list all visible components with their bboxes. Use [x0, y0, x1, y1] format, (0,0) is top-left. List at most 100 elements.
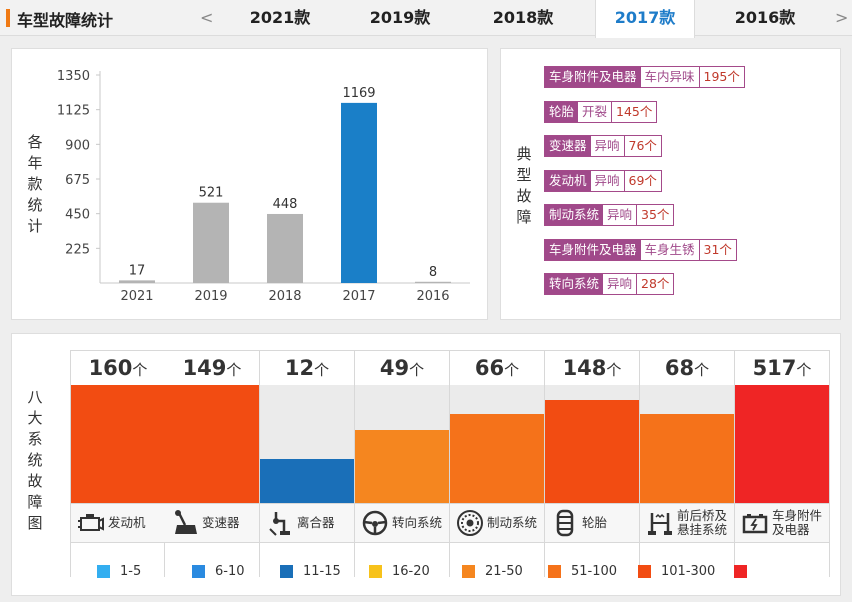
tab-2016[interactable]: 2016款: [734, 8, 796, 27]
battery-icon: [741, 509, 769, 537]
system-column[interactable]: 49个 转向系统: [355, 350, 450, 577]
bar-2021: [119, 280, 155, 283]
system-count-value: 68: [664, 356, 695, 380]
legend-item: 11-15: [280, 563, 341, 579]
bar-value-label: 17: [129, 263, 146, 278]
system-column[interactable]: 517个车身附件 及电器: [735, 350, 830, 577]
system-name: 离合器: [297, 515, 335, 530]
tab-2018[interactable]: 2018款: [492, 8, 554, 27]
bar-chart: 225 450 675 900 1125 1350 17 2021 521 2019 448 2018…: [57, 69, 470, 304]
bar-2016: [415, 281, 451, 283]
fault-category: 车身附件及电器: [545, 67, 641, 87]
legend-item: 51-100: [548, 564, 617, 579]
system-bar-track: [355, 385, 449, 503]
legend-label: 21-50: [485, 563, 523, 579]
system-column[interactable]: 160个 发动机: [70, 350, 165, 577]
system-label-row: 发动机: [71, 503, 165, 543]
system-label-row: 离合器: [260, 503, 354, 543]
fault-category: 制动系统: [545, 205, 604, 225]
system-bar-fill: [165, 385, 259, 503]
system-column[interactable]: 66个 制动系统: [450, 350, 545, 577]
fault-tag[interactable]: 转向系统 异响 28个: [544, 273, 675, 295]
header-accent: [6, 9, 10, 27]
system-bar-track: [71, 385, 165, 503]
system-count: 517个: [735, 350, 829, 385]
system-bar-fill: [355, 430, 449, 503]
vertical-label-char: 障: [516, 208, 532, 226]
system-name: 变速器: [202, 515, 240, 530]
legend-label: 11-15: [303, 563, 341, 579]
system-name-line: 车身附件: [772, 508, 823, 523]
legend-item: 16-20: [369, 563, 430, 579]
fault-tag[interactable]: 车身附件及电器 车身生锈 31个: [544, 238, 737, 261]
system-label-row: 前后桥及 悬挂系统: [640, 503, 734, 543]
legend-swatch: [638, 564, 651, 578]
y-tick-label: 450: [65, 208, 90, 223]
fault-tag[interactable]: 变速器 异响 76个: [544, 135, 662, 157]
vertical-label-char: 各: [27, 133, 43, 151]
system-column[interactable]: 68个 前后桥及 悬挂系统: [640, 350, 735, 577]
system-count-unit: 个: [504, 361, 520, 379]
tab-2019[interactable]: 2019款: [369, 8, 431, 27]
tab-2021[interactable]: 2021款: [249, 8, 311, 27]
fault-count: 31个: [703, 241, 732, 257]
x-tick-label: 2016: [416, 289, 449, 304]
year-tabs: 2021款 2019款 2018款 2017款 2016款: [220, 0, 830, 38]
fault-type: 车内异味: [641, 67, 700, 87]
fault-count: 28个: [641, 276, 670, 291]
page-title: 车型故障统计: [17, 11, 114, 30]
system-count: 12个: [260, 350, 354, 385]
system-bar-track: [165, 385, 259, 503]
system-count-value: 517: [752, 356, 797, 380]
system-column[interactable]: 149个 变速器: [165, 350, 260, 577]
fault-tag[interactable]: 车身附件及电器 车内异味 195个: [544, 66, 745, 88]
fault-tag[interactable]: 轮胎 开裂 145个: [544, 100, 658, 123]
legend-label: 16-20: [392, 563, 430, 579]
bar-value-label: 1169: [342, 86, 375, 101]
system-label-row: 转向系统: [355, 503, 449, 543]
system-column[interactable]: 148个轮胎: [545, 350, 640, 577]
vertical-label-char: 典: [516, 145, 532, 163]
system-label-row: 车身附件 及电器: [735, 503, 829, 543]
fault-tag[interactable]: 发动机 异响 69个: [544, 169, 662, 192]
bar-2018: [267, 213, 303, 283]
yearly-stats-panel: 各年款统计 225 450 675 900 1125 1350 17 2021 521 2019 4…: [11, 48, 488, 320]
x-tick-label: 2017: [342, 289, 375, 304]
tab-2017[interactable]: 2017款: [595, 0, 695, 38]
prev-arrow-icon[interactable]: <: [200, 8, 214, 27]
x-tick-label: 2018: [268, 289, 301, 304]
system-label-row: 变速器: [165, 503, 259, 543]
fault-category: 发动机: [545, 170, 591, 191]
fault-category: 变速器: [545, 136, 591, 156]
system-count: 148个: [545, 350, 639, 385]
system-label-row: 轮胎: [545, 503, 639, 543]
vertical-label-char: 障: [27, 493, 43, 511]
system-bar-fill: [71, 385, 165, 503]
vertical-label-char: 计: [27, 217, 43, 235]
y-tick-label: 900: [65, 138, 90, 153]
legend-item: 1-5: [97, 563, 142, 579]
next-arrow-icon[interactable]: >: [835, 8, 849, 27]
fault-category: 轮胎: [545, 101, 579, 122]
system-count-value: 148: [562, 356, 607, 380]
bar-2017: [341, 102, 377, 283]
system-count-value: 49: [379, 356, 410, 380]
fault-tag[interactable]: 制动系统 异响 35个: [544, 204, 675, 226]
system-column[interactable]: 12个离合器: [260, 350, 355, 577]
vertical-label-char: 大: [27, 409, 43, 427]
fault-type: 车身生锈: [641, 239, 700, 260]
fault-type: 异响: [591, 170, 625, 191]
vertical-label-char: 统: [27, 451, 43, 469]
system-count-unit: 个: [226, 361, 242, 379]
legend-swatch: [97, 564, 110, 578]
y-tick-label: 225: [65, 242, 90, 257]
system-label-row: 制动系统: [450, 503, 544, 543]
system-bar-track: [260, 385, 354, 503]
system-name-line: 及电器: [772, 522, 810, 537]
legend-label: 6-10: [215, 563, 245, 579]
system-name: 转向系统: [392, 515, 443, 530]
legend-label: 1-5: [120, 563, 142, 579]
legend-item: 21-50: [462, 563, 523, 579]
typical-faults-panel: 典型故障 车身附件及电器 车内异味 195个 轮胎 开裂 145个 变速器 异响 76个 发动机异…: [500, 48, 841, 320]
system-count-unit: 个: [606, 361, 622, 379]
